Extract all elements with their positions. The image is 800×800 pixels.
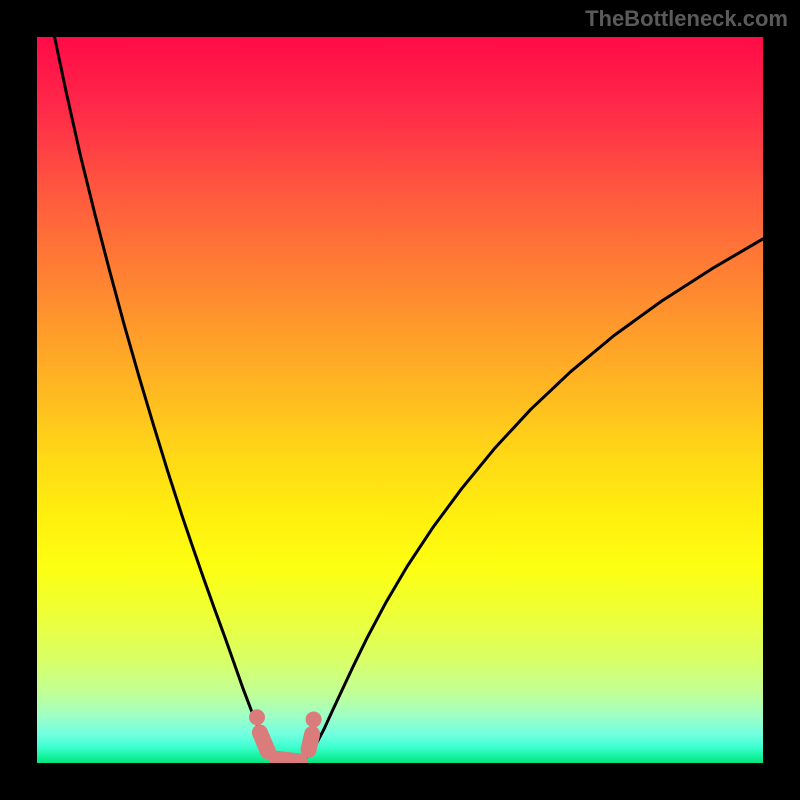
data-point-dot — [306, 711, 322, 727]
data-point-dot — [249, 709, 265, 725]
data-point-pill — [309, 734, 313, 750]
figure-container: TheBottleneck.com — [0, 0, 800, 800]
plot-svg — [37, 37, 763, 763]
data-point-pill — [277, 759, 300, 762]
data-point-pill — [260, 733, 268, 752]
plot-area — [37, 37, 763, 763]
watermark-text: TheBottleneck.com — [585, 6, 788, 32]
